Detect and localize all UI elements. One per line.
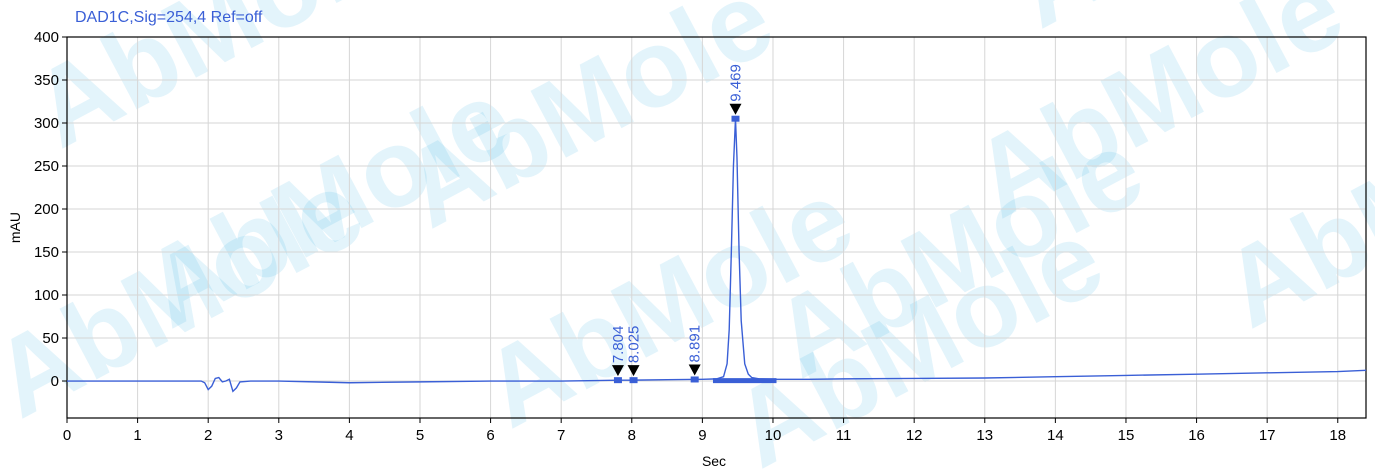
x-axis: 0 1 2 3 4 5 6 7 8 9 10 11 12 13 14 15 16 17 18 — [63, 418, 1346, 444]
x-tick-label: 4 — [345, 427, 353, 444]
y-tick-label: 200 — [34, 201, 59, 218]
x-tick-label: 6 — [486, 427, 494, 444]
x-axis-label: Sec — [702, 453, 726, 469]
peak-triangle-marker — [688, 364, 701, 376]
peak-label: 9.469 — [727, 64, 744, 102]
peak-label: 8.891 — [687, 325, 704, 363]
x-tick-label: 12 — [906, 427, 923, 444]
y-tick-label: 100 — [34, 287, 59, 304]
x-tick-label: 11 — [836, 427, 852, 444]
y-tick-label: 350 — [34, 72, 59, 89]
series-line — [67, 118, 1367, 393]
peak-baseline-marker — [731, 115, 740, 122]
x-tick-label: 14 — [1047, 427, 1064, 444]
x-tick-label: 17 — [1259, 427, 1276, 444]
y-tick-label: 0 — [51, 373, 59, 390]
x-tick-label: 1 — [133, 427, 141, 444]
x-tick-label: 7 — [557, 427, 565, 444]
y-tick-label: 150 — [34, 244, 59, 261]
y-tick-label: 300 — [34, 115, 59, 132]
y-tick-label: 400 — [34, 29, 59, 46]
x-tick-label: 10 — [765, 427, 782, 444]
y-tick-label: 50 — [42, 330, 59, 347]
x-tick-label: 9 — [698, 427, 706, 444]
x-tick-label: 18 — [1329, 427, 1346, 444]
x-tick-label: 2 — [204, 427, 212, 444]
chart-title: DAD1C,Sig=254,4 Ref=off — [75, 9, 263, 26]
y-axis: 0 50 100 150 200 250 300 350 400 — [34, 29, 67, 390]
peak-baseline-marker — [629, 377, 638, 384]
x-tick-label: 0 — [63, 427, 71, 444]
peak-label: 7.804 — [610, 326, 627, 364]
peak-baseline-marker — [613, 377, 622, 384]
peak-triangle-marker — [729, 103, 742, 115]
x-tick-label: 13 — [976, 427, 993, 444]
peak-baseline-marker — [690, 376, 699, 383]
peak-triangle-marker — [627, 365, 640, 377]
x-tick-label: 3 — [275, 427, 283, 444]
plot-frame — [66, 36, 1367, 419]
x-tick-label: 15 — [1118, 427, 1135, 444]
y-axis-label: mAU — [7, 212, 23, 243]
peak-triangle-marker — [611, 365, 624, 377]
x-tick-label: 16 — [1188, 427, 1205, 444]
peak-label: 8.025 — [626, 326, 643, 364]
x-tick-label: 5 — [416, 427, 424, 444]
y-tick-label: 250 — [34, 158, 59, 175]
x-tick-label: 8 — [628, 427, 636, 444]
